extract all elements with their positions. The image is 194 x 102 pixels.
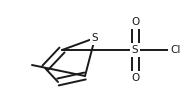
Text: O: O bbox=[131, 17, 139, 27]
Text: S: S bbox=[92, 33, 98, 43]
Text: O: O bbox=[131, 73, 139, 83]
Text: S: S bbox=[132, 45, 138, 55]
Text: Cl: Cl bbox=[170, 45, 180, 55]
